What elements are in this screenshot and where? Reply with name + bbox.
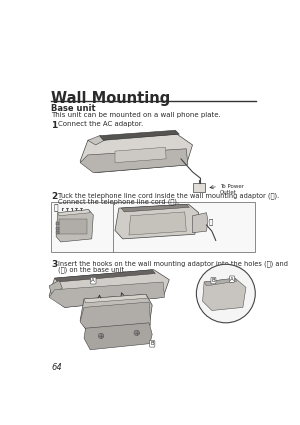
Polygon shape bbox=[55, 270, 155, 282]
Bar bbox=[52, 202, 254, 252]
Polygon shape bbox=[49, 282, 165, 307]
Polygon shape bbox=[58, 210, 90, 216]
Text: A: A bbox=[92, 278, 95, 283]
Text: Connect the AC adaptor.: Connect the AC adaptor. bbox=[58, 121, 144, 127]
Bar bbox=[56, 222, 59, 225]
Polygon shape bbox=[49, 280, 62, 295]
Bar bbox=[193, 184, 205, 192]
Text: Ⓐ: Ⓐ bbox=[54, 204, 58, 212]
Polygon shape bbox=[49, 270, 169, 307]
Circle shape bbox=[134, 330, 140, 335]
Text: 1: 1 bbox=[52, 121, 58, 130]
Bar bbox=[56, 231, 59, 234]
Polygon shape bbox=[80, 134, 193, 173]
Text: This unit can be mounted on a wall phone plate.: This unit can be mounted on a wall phone… bbox=[52, 112, 221, 118]
Text: 3: 3 bbox=[52, 261, 58, 269]
Polygon shape bbox=[121, 204, 189, 212]
Text: To Power
Outlet: To Power Outlet bbox=[220, 184, 244, 196]
Text: B: B bbox=[212, 278, 215, 283]
Text: (Ⓑ) on the base unit.: (Ⓑ) on the base unit. bbox=[58, 266, 127, 273]
Polygon shape bbox=[84, 295, 148, 303]
Polygon shape bbox=[202, 278, 246, 311]
Polygon shape bbox=[56, 210, 93, 242]
Text: B: B bbox=[150, 341, 154, 346]
Polygon shape bbox=[80, 149, 188, 173]
Text: A: A bbox=[230, 277, 234, 282]
Text: 64: 64 bbox=[52, 363, 62, 372]
Polygon shape bbox=[193, 212, 208, 233]
Polygon shape bbox=[80, 295, 152, 333]
Bar bbox=[56, 227, 59, 230]
Text: Base unit: Base unit bbox=[52, 104, 96, 113]
Text: Wall Mounting: Wall Mounting bbox=[52, 91, 171, 106]
Text: Insert the hooks on the wall mounting adaptor into the holes (Ⓐ) and: Insert the hooks on the wall mounting ad… bbox=[58, 261, 288, 267]
Text: Tuck the telephone line cord inside the wall mounting adaptor (Ⓐ).: Tuck the telephone line cord inside the … bbox=[58, 192, 280, 198]
Polygon shape bbox=[84, 323, 152, 350]
Text: Connect the telephone line cord (Ⓑ).: Connect the telephone line cord (Ⓑ). bbox=[58, 198, 179, 205]
Text: Ⓑ: Ⓑ bbox=[209, 218, 213, 225]
Polygon shape bbox=[115, 204, 199, 239]
Polygon shape bbox=[204, 278, 237, 286]
Polygon shape bbox=[100, 130, 179, 140]
Polygon shape bbox=[80, 302, 151, 331]
Polygon shape bbox=[88, 136, 107, 145]
Text: 2: 2 bbox=[52, 192, 58, 201]
Circle shape bbox=[196, 264, 255, 323]
Polygon shape bbox=[115, 147, 166, 163]
Polygon shape bbox=[129, 212, 186, 235]
Bar bbox=[59, 219, 87, 234]
Circle shape bbox=[98, 333, 104, 339]
